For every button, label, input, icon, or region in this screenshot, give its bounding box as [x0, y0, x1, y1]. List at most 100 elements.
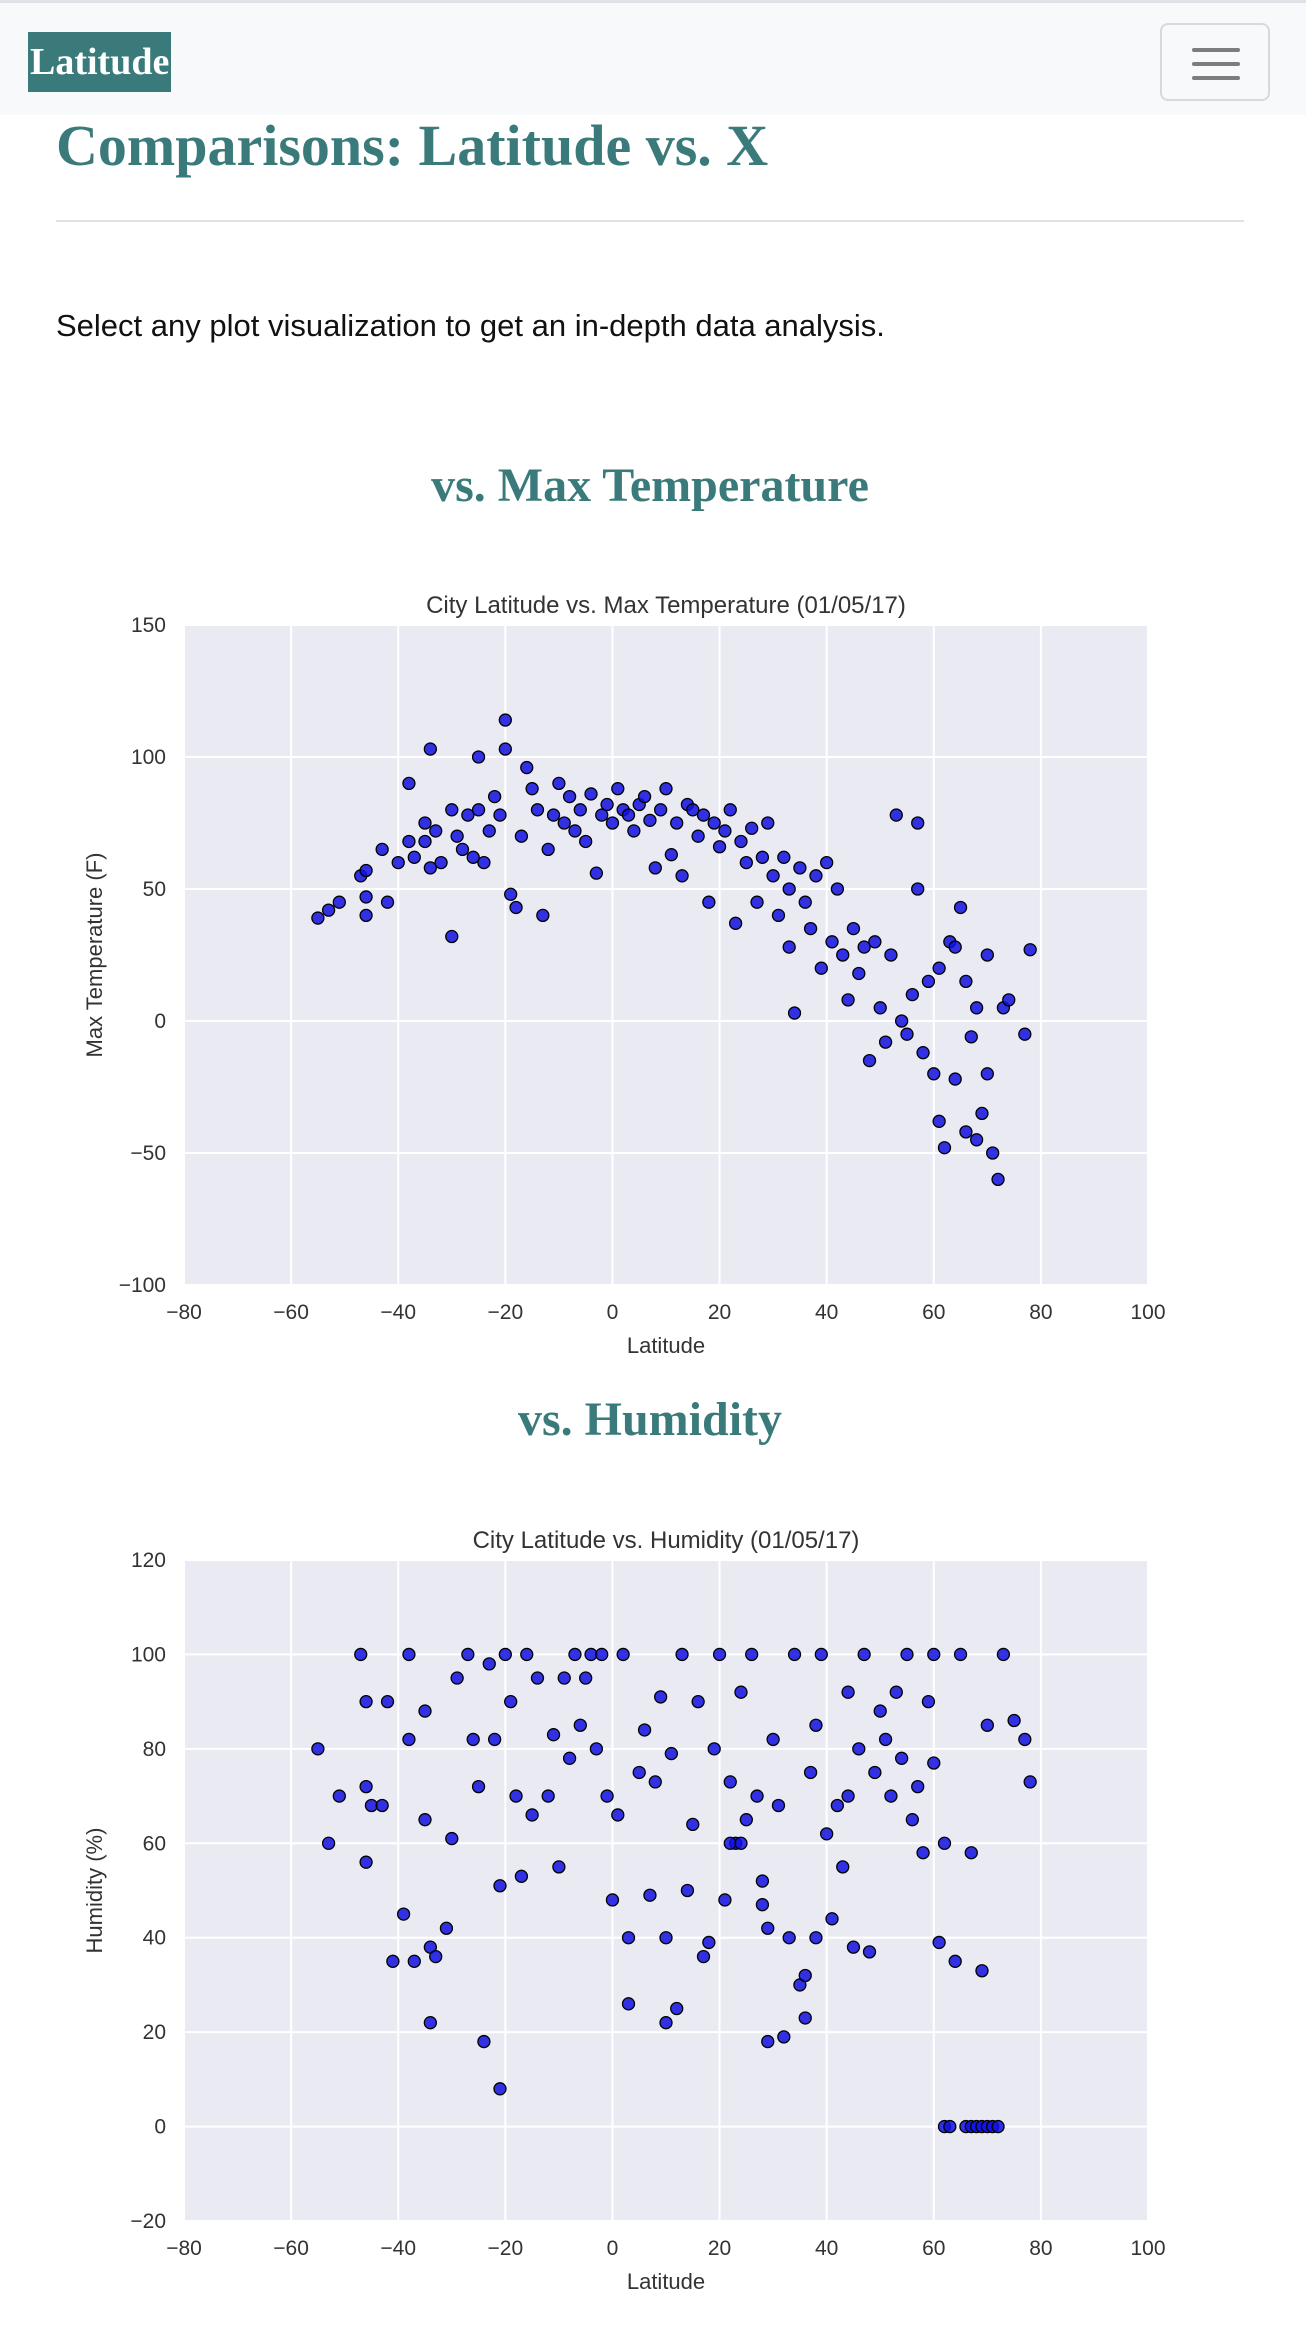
data-point: [825, 935, 839, 949]
data-point: [595, 808, 609, 822]
data-point: [702, 895, 716, 909]
data-point: [402, 1732, 416, 1747]
data-point: [466, 850, 480, 864]
title-divider: [56, 220, 1244, 222]
x-tick-label: 80: [1029, 1301, 1052, 1324]
data-point: [777, 2030, 791, 2044]
data-point: [884, 948, 898, 962]
x-tick-label: −60: [273, 2237, 309, 2260]
data-point: [434, 855, 448, 870]
data-point: [809, 869, 823, 883]
y-tick-label: 0: [154, 2116, 166, 2139]
data-point: [359, 1694, 373, 1709]
y-tick-label: 100: [131, 1643, 166, 1666]
data-point: [852, 966, 866, 981]
data-point: [900, 1647, 914, 1662]
data-point: [868, 935, 882, 949]
data-point: [541, 1789, 555, 1803]
x-tick-label: 0: [607, 1301, 619, 1324]
data-point: [1023, 943, 1037, 957]
data-point: [637, 1723, 652, 1737]
x-tick-label: 100: [1130, 2237, 1165, 2260]
data-point: [932, 1114, 946, 1128]
data-point: [530, 803, 545, 817]
data-point: [546, 808, 561, 822]
data-point: [836, 948, 850, 962]
data-point: [354, 1647, 368, 1662]
data-point: [900, 1027, 914, 1041]
data-point: [450, 1671, 464, 1685]
data-point: [841, 993, 855, 1007]
brand-link[interactable]: Latitude: [28, 32, 172, 92]
data-point: [798, 1968, 812, 1983]
data-point: [568, 824, 582, 838]
data-point: [423, 742, 438, 756]
data-point: [846, 1940, 861, 1954]
data-point: [418, 1704, 432, 1718]
data-point: [557, 1671, 571, 1685]
data-point: [1007, 1713, 1021, 1728]
data-point: [820, 855, 834, 870]
data-point: [691, 829, 705, 843]
data-point: [359, 890, 373, 904]
data-point: [461, 1647, 475, 1662]
data-point: [857, 940, 871, 954]
data-point: [948, 1954, 962, 1968]
data-point: [525, 782, 539, 796]
data-point: [884, 1789, 898, 1803]
data-point: [745, 1647, 759, 1662]
data-point: [761, 1921, 775, 1935]
y-axis-label: Humidity (%): [82, 1828, 107, 1954]
data-point: [755, 1874, 770, 1888]
data-point: [857, 1647, 871, 1662]
data-point: [718, 824, 732, 838]
data-point: [680, 1883, 695, 1898]
data-point: [889, 1685, 903, 1699]
x-tick-label: 40: [815, 1301, 838, 1324]
data-point: [659, 782, 673, 796]
data-point: [375, 1798, 389, 1813]
data-point: [862, 1945, 877, 1959]
y-tick-label: 60: [143, 1832, 166, 1855]
data-point: [493, 2082, 507, 2096]
data-point: [745, 821, 759, 835]
data-point: [450, 829, 464, 843]
data-point: [552, 1860, 566, 1874]
data-point: [820, 1827, 834, 1841]
hamburger-menu-icon: [1192, 48, 1240, 52]
chart-title: City Latitude vs. Humidity (01/05/17): [473, 1527, 860, 1554]
data-point: [937, 1141, 952, 1155]
data-point: [787, 1006, 802, 1020]
y-axis-label: Max Temperature (F): [82, 853, 107, 1058]
data-point: [664, 848, 679, 862]
navbar-toggle-button[interactable]: [1160, 23, 1270, 101]
data-point: [418, 1813, 432, 1827]
data-point: [418, 816, 432, 830]
humidity-chart[interactable]: City Latitude vs. Humidity (01/05/17) −80…: [0, 1510, 1306, 2310]
data-point: [546, 1728, 561, 1742]
y-tick-label: 20: [143, 2021, 166, 2044]
data-point: [916, 1046, 930, 1060]
data-point: [691, 1694, 705, 1709]
data-point: [750, 1789, 764, 1803]
x-tick-label: −20: [488, 2237, 524, 2260]
data-point: [321, 903, 336, 917]
data-point: [600, 1789, 614, 1803]
data-point: [311, 911, 325, 925]
data-point: [514, 1869, 529, 1883]
data-point: [407, 1954, 421, 1968]
data-point: [771, 908, 786, 923]
data-point: [659, 1931, 673, 1945]
x-tick-label: 0: [607, 2237, 619, 2260]
data-point: [734, 834, 748, 849]
data-point: [477, 2034, 491, 2049]
data-point: [953, 1647, 968, 1662]
x-tick-label: 100: [1130, 1301, 1165, 1324]
data-point: [439, 1921, 454, 1935]
max-temperature-chart[interactable]: City Latitude vs. Max Temperature (01/05…: [0, 580, 1306, 1370]
data-point: [911, 1779, 925, 1794]
data-point: [846, 921, 861, 936]
x-tick-label: −40: [380, 2237, 416, 2260]
data-point: [702, 1935, 716, 1950]
data-point: [375, 842, 389, 857]
